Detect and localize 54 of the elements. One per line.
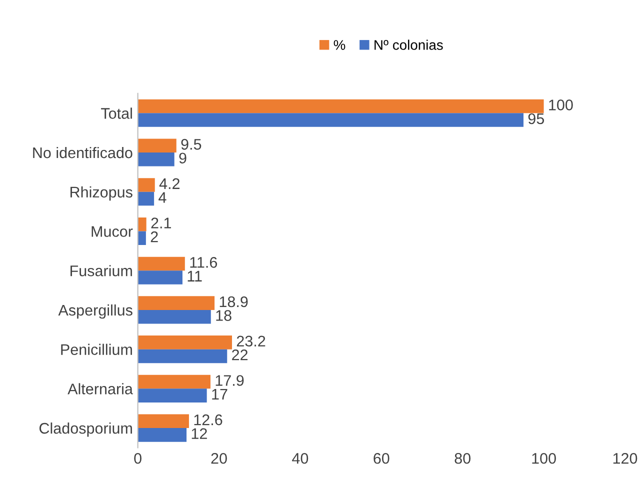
y-tick-label: Rhizopus — [70, 186, 132, 201]
bar — [138, 256, 185, 271]
data-label: 11.6 — [190, 256, 218, 268]
x-tick-label: 100 — [532, 452, 556, 464]
data-label: 22 — [232, 349, 248, 360]
bar — [138, 217, 146, 232]
y-tick-label: Cladosporium — [39, 422, 132, 437]
bar — [138, 178, 155, 192]
data-label: 11 — [188, 270, 202, 282]
bar — [138, 113, 524, 127]
data-label: 12 — [192, 428, 207, 439]
y-tick-label: Aspergillus — [58, 304, 132, 319]
x-tick-label: 40 — [292, 452, 308, 464]
y-tick-label: Fusarium — [70, 265, 132, 276]
bar — [138, 349, 228, 364]
y-tick-label: Mucor — [92, 226, 133, 237]
bar — [138, 231, 146, 246]
bar — [138, 296, 215, 310]
data-label: 18 — [216, 310, 232, 321]
data-label: 17.9 — [216, 375, 244, 386]
x-tick-label: 80 — [454, 452, 470, 464]
y-tick-label: Total — [101, 108, 132, 119]
data-label: 2 — [150, 231, 158, 242]
bar — [138, 99, 544, 114]
bar — [138, 428, 187, 442]
bar — [138, 138, 176, 153]
data-label: 12.6 — [194, 414, 222, 426]
data-label: 9 — [179, 152, 186, 164]
data-label: 95 — [528, 113, 544, 124]
bar — [138, 152, 174, 166]
x-tick-label: 120 — [613, 452, 638, 464]
x-tick-label: 0 — [134, 452, 142, 464]
bar — [138, 192, 154, 206]
y-tick-label: Penicillium — [61, 344, 132, 356]
y-tick-label: Alternaria — [68, 383, 133, 394]
data-label: 100 — [549, 100, 573, 110]
data-label: 4.2 — [159, 178, 180, 189]
data-label: 18.9 — [220, 296, 248, 308]
bar — [138, 414, 189, 428]
legend-label: % — [334, 40, 346, 50]
data-label: 2.1 — [151, 218, 171, 228]
bar — [138, 310, 211, 324]
x-tick-label: 60 — [374, 452, 390, 464]
data-label: 9.5 — [181, 138, 202, 150]
data-label: 4 — [158, 192, 166, 203]
bar — [138, 270, 182, 284]
data-label: 17 — [212, 389, 228, 400]
bar — [138, 336, 232, 350]
data-label: 23.2 — [236, 336, 266, 347]
bar — [138, 388, 207, 402]
legend-label: Nº colonias — [374, 40, 443, 50]
y-tick-label: No identificado — [33, 146, 132, 158]
bar — [138, 374, 210, 389]
x-tick-label: 20 — [211, 452, 227, 464]
